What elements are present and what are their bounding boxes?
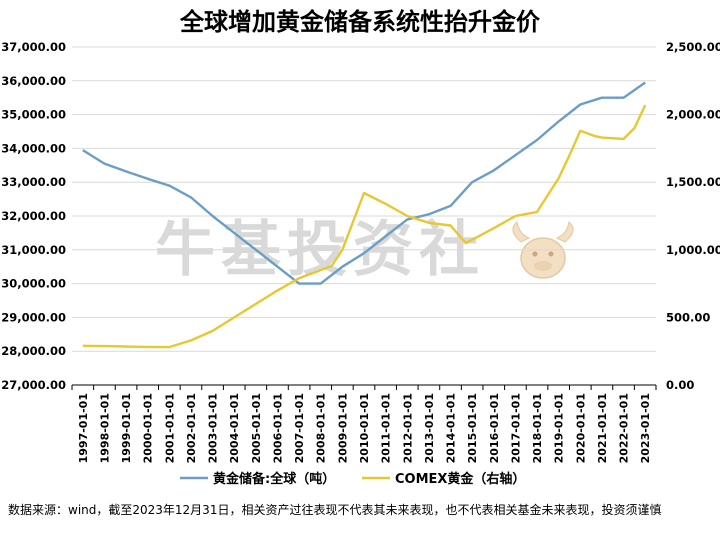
right-tick-label: 2,000.00 xyxy=(666,108,720,122)
legend-label-reserves: 黄金储备:全球（吨） xyxy=(213,471,335,487)
x-tick-label: 2018-01-01 xyxy=(531,393,544,463)
x-tick-label: 2011-01-01 xyxy=(380,393,393,463)
left-tick-label: 36,000.00 xyxy=(1,74,66,88)
left-tick-label: 30,000.00 xyxy=(1,277,66,291)
x-tick-label: 2016-01-01 xyxy=(488,393,501,463)
chart-title: 全球增加黄金储备系统性抬升金价 xyxy=(179,8,541,36)
x-tick-label: 2017-01-01 xyxy=(509,393,522,463)
x-tick-label: 2012-01-01 xyxy=(401,393,414,463)
left-tick-label: 35,000.00 xyxy=(1,108,66,122)
x-tick-label: 2013-01-01 xyxy=(423,393,436,463)
x-tick-label: 2023-01-01 xyxy=(639,393,652,463)
left-tick-label: 37,000.00 xyxy=(1,40,66,54)
x-tick-label: 2007-01-01 xyxy=(293,393,306,463)
left-tick-label: 31,000.00 xyxy=(1,243,66,257)
chart: 全球增加黄金储备系统性抬升金价 牛基投资社 27,000.0028,000.00… xyxy=(1,8,720,487)
x-tick-label: 2001-01-01 xyxy=(163,393,176,463)
right-tick-label: 500.00 xyxy=(666,310,710,324)
x-tick-label: 2019-01-01 xyxy=(553,393,566,463)
x-tick-label: 2008-01-01 xyxy=(315,393,328,463)
legend-label-comex: COMEX黄金（右轴） xyxy=(395,471,525,487)
series-line-comex xyxy=(82,104,647,349)
x-tick-label: 2003-01-01 xyxy=(207,393,220,463)
right-tick-label: 0.00 xyxy=(666,378,694,392)
x-tick-label: 1998-01-01 xyxy=(98,393,111,463)
x-tick-label: 2022-01-01 xyxy=(618,393,631,463)
x-tick-label: 1999-01-01 xyxy=(120,393,133,463)
x-tick-label: 2004-01-01 xyxy=(228,393,241,463)
legend: 黄金储备:全球（吨） COMEX黄金（右轴） xyxy=(180,471,525,487)
right-y-axis: 0.00 500.00 1,000.00 1,500.00 2,000.00 2,500.… xyxy=(666,40,720,392)
x-tick-label: 2002-01-01 xyxy=(185,393,198,463)
gridlines xyxy=(72,46,656,352)
x-tick-label: 2010-01-01 xyxy=(358,393,371,463)
right-tick-label: 1,000.00 xyxy=(666,243,720,257)
mascot-icon xyxy=(512,221,574,279)
x-tick-label: 2020-01-01 xyxy=(574,393,587,463)
right-tick-label: 2,500.00 xyxy=(666,40,720,54)
left-tick-label: 28,000.00 xyxy=(1,344,66,358)
x-tick-label: 2015-01-01 xyxy=(466,393,479,463)
x-tick-label: 2000-01-01 xyxy=(142,393,155,463)
x-tick-label: 2005-01-01 xyxy=(250,393,263,463)
left-tick-label: 32,000.00 xyxy=(1,209,66,223)
left-tick-label: 33,000.00 xyxy=(1,175,66,189)
x-tick-label: 2006-01-01 xyxy=(271,393,284,463)
source-footnote: 数据来源：wind，截至2023年12月31日，相关资产过往表现不代表其未来表现… xyxy=(8,503,662,517)
series-lines xyxy=(82,81,647,349)
right-tick-label: 1,500.00 xyxy=(666,175,720,189)
x-tick-label: 1997-01-01 xyxy=(77,393,90,463)
x-tick-label: 2009-01-01 xyxy=(336,393,349,463)
x-axis: 1997-01-01 1998-01-01 1999-01-01 2000-01-01… xyxy=(71,384,657,463)
series-line-reserves xyxy=(82,81,646,285)
left-y-axis: 27,000.00 28,000.00 29,000.00 30,000.00 31,0… xyxy=(1,40,66,392)
left-tick-label: 27,000.00 xyxy=(1,378,66,392)
left-tick-label: 29,000.00 xyxy=(1,310,66,324)
x-tick-label: 2014-01-01 xyxy=(445,393,458,463)
x-tick-label: 2021-01-01 xyxy=(596,393,609,463)
left-tick-label: 34,000.00 xyxy=(1,141,66,155)
